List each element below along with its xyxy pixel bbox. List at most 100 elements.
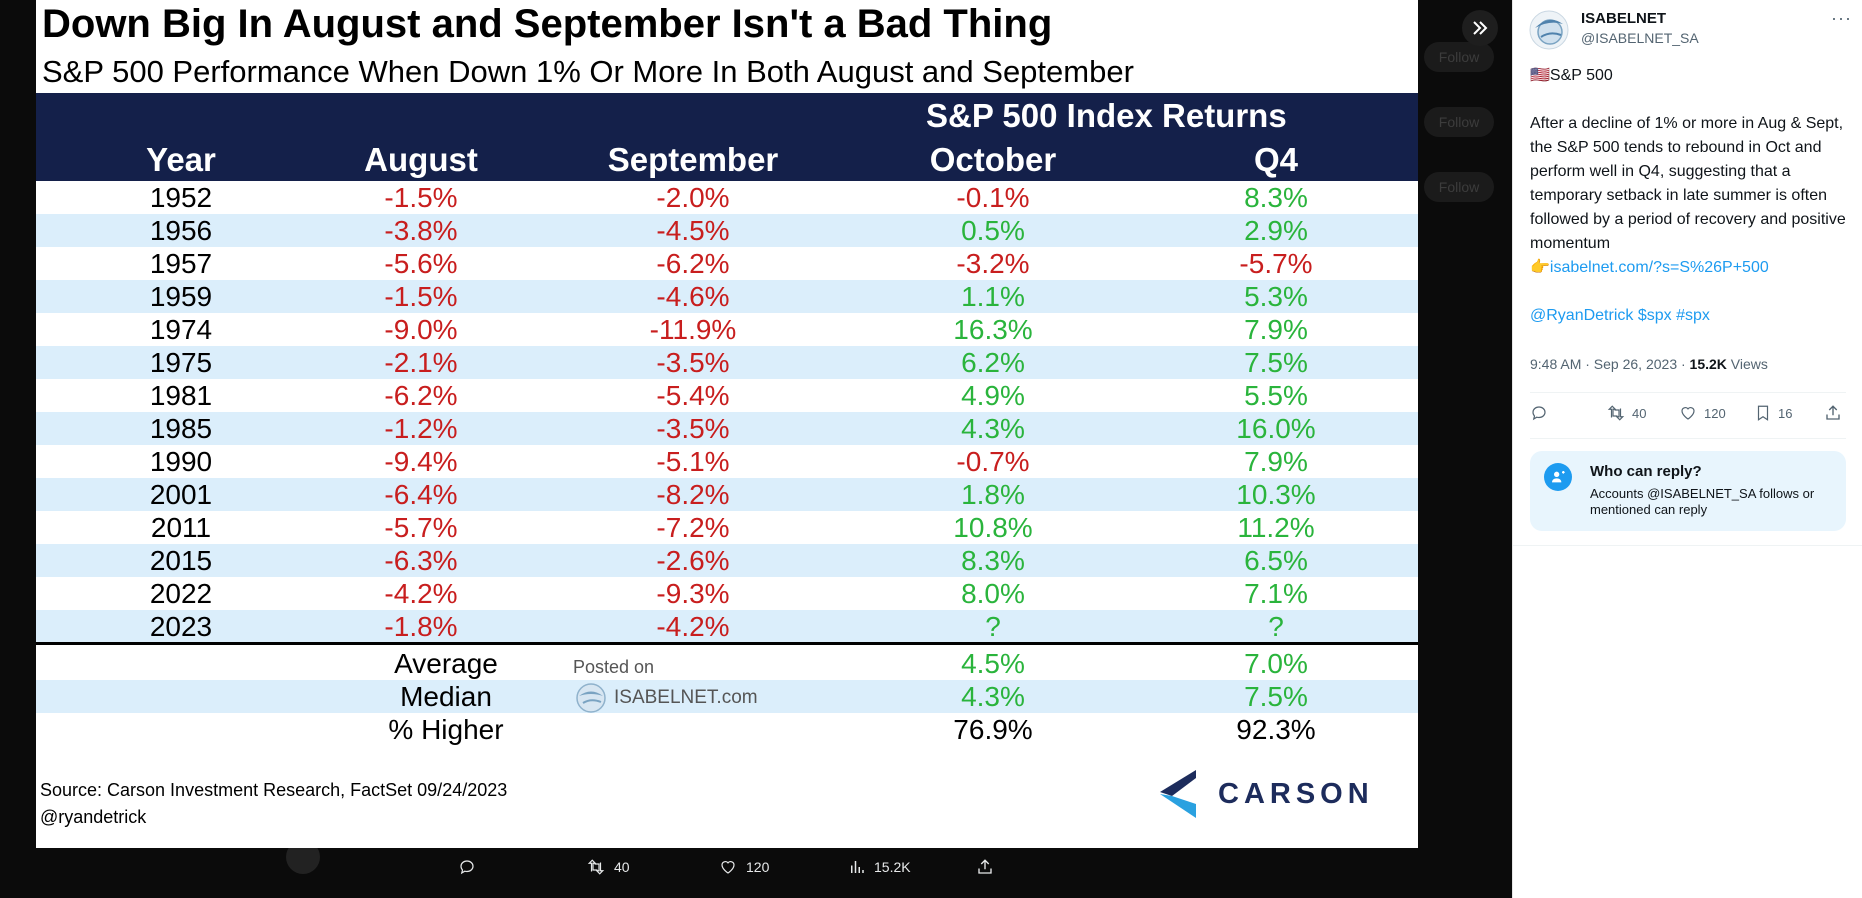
watermark-site: ISABELNET.com	[614, 687, 758, 708]
reply-button[interactable]	[1530, 404, 1548, 422]
post-actions: 40 120 16	[1530, 404, 1846, 428]
cell-q4: 7.5%	[1244, 347, 1308, 378]
cell-sep: -2.6%	[656, 545, 730, 576]
cell-oct: -0.7%	[956, 446, 1030, 477]
summary-row: Median 4.3% 7.5%	[36, 680, 1418, 713]
table-row: 1974 -9.0% -11.9% 16.3% 7.9%	[36, 313, 1418, 346]
share-icon	[978, 859, 992, 874]
summary-divider	[36, 642, 1418, 645]
post-link[interactable]: isabelnet.com/?s=S%26P+500	[1549, 259, 1769, 276]
viewer-share-button[interactable]	[976, 858, 994, 876]
summary-q4: 7.5%	[1244, 681, 1308, 712]
table-row: 1957 -5.6% -6.2% -3.2% -5.7%	[36, 247, 1418, 280]
column-header: August	[364, 141, 478, 178]
flag-emoji: 🇺🇸	[1530, 67, 1550, 84]
cell-year: 2001	[149, 479, 213, 510]
more-options-icon[interactable]: ···	[1831, 8, 1852, 28]
cell-aug: -1.8%	[384, 611, 458, 642]
cell-sep: -8.2%	[656, 479, 730, 510]
ghost-follow-button: Follow	[1424, 42, 1494, 72]
globe-logo-icon	[1529, 10, 1569, 50]
reply-icon	[1532, 406, 1546, 421]
cell-sep: -2.0%	[656, 182, 730, 213]
author-name[interactable]: ISABELNET	[1581, 10, 1667, 27]
table-row: 2001 -6.4% -8.2% 1.8% 10.3%	[36, 478, 1418, 511]
globe-logo-icon	[576, 683, 606, 713]
post-timestamp[interactable]: 9:48 AM · Sep 26, 2023 ·	[1530, 356, 1690, 372]
cell-year: 1957	[149, 248, 213, 279]
table-row: 1990 -9.4% -5.1% -0.7% 7.9%	[36, 445, 1418, 478]
bookmark-button[interactable]: 16	[1754, 404, 1792, 422]
cell-q4: 7.9%	[1244, 446, 1308, 477]
table-row: 1985 -1.2% -3.5% 4.3% 16.0%	[36, 412, 1418, 445]
cell-year: 1974	[149, 314, 213, 345]
cell-aug: -6.3%	[384, 545, 458, 576]
cell-year: 2022	[149, 578, 213, 609]
cell-oct: 16.3%	[953, 314, 1033, 345]
cell-sep: -5.1%	[656, 446, 730, 477]
cell-oct: 1.8%	[961, 479, 1025, 510]
table-row: 1981 -6.2% -5.4% 4.9% 5.5%	[36, 379, 1418, 412]
cell-sep: -3.5%	[656, 413, 730, 444]
cell-aug: -5.6%	[384, 248, 458, 279]
share-button[interactable]	[1824, 404, 1842, 422]
cell-year: 2011	[150, 512, 212, 543]
post-meta: 9:48 AM · Sep 26, 2023 · 15.2K Views	[1530, 356, 1768, 372]
cell-sep: -4.5%	[656, 215, 730, 246]
cell-sep: -5.4%	[656, 380, 730, 411]
viewer-views-button[interactable]: 15.2K	[848, 858, 911, 876]
cell-q4: 11.2%	[1237, 512, 1315, 543]
cell-year: 1990	[149, 446, 213, 477]
reply-title: Who can reply?	[1590, 463, 1702, 480]
collapse-panel-button[interactable]	[1462, 10, 1498, 46]
viewer-like-button[interactable]: 120	[718, 858, 769, 876]
cell-sep: -4.2%	[656, 611, 730, 642]
author-credit: @ryandetrick	[40, 807, 147, 827]
cell-aug: -5.7%	[384, 512, 458, 543]
viewer-retweet-button[interactable]: 40	[586, 858, 630, 876]
cell-year: 1981	[149, 380, 213, 411]
summary-row: Average 4.5% 7.0%	[36, 647, 1418, 680]
mention-user-icon	[1544, 463, 1572, 491]
header-super-label: S&P 500 Index Returns	[926, 97, 1287, 134]
cell-q4: 5.5%	[1244, 380, 1308, 411]
cell-sep: -11.9%	[649, 314, 737, 345]
retweet-icon	[587, 859, 605, 875]
like-icon	[1681, 407, 1695, 420]
table-header: S&P 500 Index Returns Year August Septem…	[36, 93, 1418, 181]
table-row: 1959 -1.5% -4.6% 1.1% 5.3%	[36, 280, 1418, 313]
cell-q4: 10.3%	[1236, 479, 1316, 510]
cell-oct: -0.1%	[956, 182, 1030, 213]
cell-year: 2023	[149, 611, 213, 642]
cell-sep: -3.5%	[656, 347, 730, 378]
post-image[interactable]: Down Big In August and September Isn't a…	[36, 0, 1418, 848]
avatar[interactable]	[1529, 10, 1569, 50]
pointing-emoji: 👉	[1530, 259, 1550, 276]
viewer-like-count: 120	[746, 859, 770, 875]
cell-aug: -4.2%	[384, 578, 458, 609]
table-row: 2015 -6.3% -2.6% 8.3% 6.5%	[36, 544, 1418, 577]
cell-q4: ?	[1268, 611, 1284, 642]
table-row: 1956 -3.8% -4.5% 0.5% 2.9%	[36, 214, 1418, 247]
retweet-button[interactable]: 40	[1606, 404, 1646, 422]
table-row: 2023 -1.8% -4.2%??	[36, 610, 1418, 643]
divider	[1530, 438, 1846, 439]
author-handle[interactable]: @ISABELNET_SA	[1581, 30, 1699, 46]
cell-oct: 10.8%	[953, 512, 1033, 543]
post-tags[interactable]: @RyanDetrick $spx #spx	[1530, 307, 1710, 324]
carson-mark-icon	[1160, 770, 1196, 818]
cell-oct: 1.1%	[961, 281, 1025, 312]
cell-oct: 6.2%	[961, 347, 1025, 378]
summary-q4: 7.0%	[1244, 648, 1308, 679]
bookmark-count: 16	[1778, 405, 1793, 421]
image-title: Down Big In August and September Isn't a…	[42, 2, 1053, 46]
viewer-reply-button[interactable]	[458, 858, 484, 876]
column-header: September	[607, 141, 779, 178]
cell-aug: -9.4%	[384, 446, 458, 477]
post-detail-panel: ISABELNET @ISABELNET_SA ··· 🇺🇸S&P 500 Af…	[1512, 0, 1862, 898]
table-row: 2011 -5.7% -7.2% 10.8% 11.2%	[36, 511, 1418, 544]
share-icon	[1826, 405, 1840, 420]
retweet-icon	[1607, 405, 1625, 421]
cell-q4: 6.5%	[1244, 545, 1308, 576]
like-button[interactable]: 120	[1678, 404, 1726, 422]
